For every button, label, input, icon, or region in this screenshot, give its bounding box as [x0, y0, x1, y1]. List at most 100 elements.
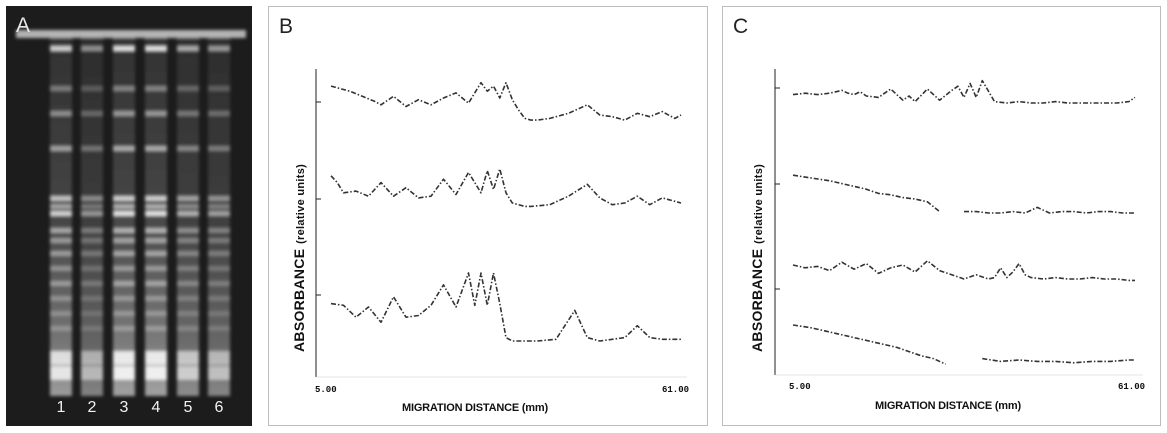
gel-band [177, 111, 199, 116]
panel-b-label: B [279, 15, 294, 38]
gel-band [177, 196, 199, 201]
gel-band [113, 281, 135, 286]
gel-band [81, 111, 103, 116]
gel-band [113, 351, 135, 365]
gel-band [177, 366, 199, 380]
gel-band [177, 146, 199, 151]
gel-band [81, 266, 103, 271]
gel-band [145, 351, 167, 365]
lane-number-1: 1 [56, 399, 66, 416]
chart-c-x-min-tick: 5.00 [789, 382, 811, 392]
gel-band [208, 281, 230, 286]
chart-b-y-axis-title: ABSORBANCE (relative units) [291, 164, 309, 352]
chart-b-trace-2 [330, 168, 682, 208]
chart-c-x-max-tick: 61.00 [1118, 382, 1146, 392]
gel-band [145, 146, 167, 151]
gel-band [81, 146, 103, 151]
chart-b-y-axis-unit: (relative units) [295, 163, 307, 244]
gel-band [81, 296, 103, 301]
gel-band [177, 46, 199, 51]
chart-c-trace-2 [964, 206, 1135, 214]
gel-band [208, 266, 230, 271]
chart-c-trace-4 [982, 357, 1135, 364]
gel-band [113, 366, 135, 380]
gel-band [81, 351, 103, 365]
gel-band [113, 46, 135, 51]
gel-band [50, 211, 72, 216]
gel-band [81, 196, 103, 201]
gel-band [50, 228, 72, 233]
gel-band [208, 211, 230, 216]
gel-band [81, 251, 103, 256]
gel-band [113, 211, 135, 216]
gel-band [208, 204, 230, 209]
gel-band [145, 238, 167, 243]
gel-band [50, 311, 72, 316]
gel-band [208, 86, 230, 91]
chart-b-plot [315, 69, 687, 378]
gel-band [113, 146, 135, 151]
lane-number-4: 4 [151, 399, 161, 416]
gel-band [81, 281, 103, 286]
gel-band [113, 204, 135, 209]
gel-band [81, 86, 103, 91]
gel-band [177, 228, 199, 233]
gel-band [208, 228, 230, 233]
gel-band [50, 86, 72, 91]
gel-band [177, 266, 199, 271]
gel-band [50, 111, 72, 116]
gel-band [50, 266, 72, 271]
gel-band [177, 238, 199, 243]
gel-band [145, 311, 167, 316]
gel-band [145, 366, 167, 380]
chart-b-x-axis-title: MIGRATION DISTANCE (mm) [402, 402, 548, 414]
lane-number-5: 5 [183, 399, 193, 416]
gel-band [177, 211, 199, 216]
gel-band [208, 238, 230, 243]
gel-band [113, 86, 135, 91]
gel-band [145, 46, 167, 51]
gel-band [177, 296, 199, 301]
lane-number-2: 2 [87, 399, 97, 416]
gel-band [113, 266, 135, 271]
gel-band [81, 46, 103, 51]
gel-band [81, 326, 103, 331]
gel-band [208, 111, 230, 116]
chart-c-y-axis-unit: (relative units) [753, 163, 765, 244]
gel-band [145, 111, 167, 116]
gel-band [50, 326, 72, 331]
gel-band [177, 351, 199, 365]
gel-band [145, 196, 167, 201]
gel-band [208, 311, 230, 316]
gel-band [50, 196, 72, 201]
gel-band [50, 46, 72, 51]
panel-a-label: A [16, 14, 31, 37]
gel-band [208, 366, 230, 380]
gel-image-panel: A 1 2 3 4 5 6 [6, 6, 252, 426]
gel-band [50, 296, 72, 301]
gel-band [81, 228, 103, 233]
gel-band [145, 251, 167, 256]
chart-b-x-min-tick: 5.00 [315, 385, 337, 395]
gel-band [113, 196, 135, 201]
gel-band [208, 326, 230, 331]
densitometry-panel-b: B ABSORBANCE (relative units) 5.00 61.00… [268, 6, 708, 426]
gel-band [177, 86, 199, 91]
gel-band [177, 204, 199, 209]
gel-band [177, 311, 199, 316]
panel-c-label: C [733, 15, 749, 38]
gel-band [81, 366, 103, 380]
gel-band [50, 366, 72, 380]
gel-band [81, 311, 103, 316]
chart-b-trace-3 [330, 272, 681, 342]
gel-band [50, 351, 72, 365]
gel-band [177, 281, 199, 286]
gel-band [145, 281, 167, 286]
gel-band [208, 46, 230, 51]
gel-band [113, 311, 135, 316]
chart-b-trace-1 [330, 81, 682, 121]
gel-image [6, 6, 252, 426]
gel-band [208, 296, 230, 301]
gel-band [81, 211, 103, 216]
gel-band [145, 204, 167, 209]
